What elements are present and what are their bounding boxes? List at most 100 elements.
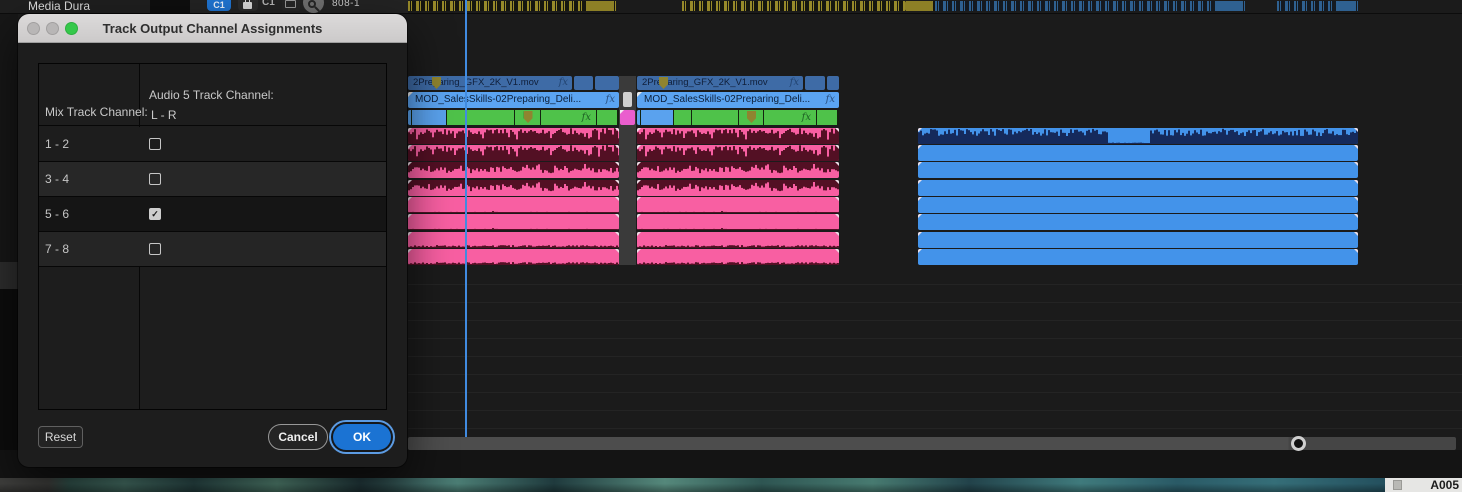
clip-segment bbox=[597, 110, 617, 125]
minimize-button[interactable] bbox=[46, 22, 59, 35]
video-clip-v1-group[interactable]: fx bbox=[637, 110, 839, 125]
audio-clip-pink[interactable] bbox=[637, 145, 839, 161]
media-duration-column-header[interactable]: Media Dura bbox=[28, 0, 91, 13]
track-output-dialog: Track Output Channel Assignments Mix Tra… bbox=[18, 14, 407, 467]
cancel-button[interactable]: Cancel bbox=[268, 424, 328, 450]
audio-clip-blue[interactable] bbox=[918, 214, 1358, 230]
playhead[interactable] bbox=[465, 0, 467, 437]
zoom-button[interactable] bbox=[65, 22, 78, 35]
audio-clip-blue[interactable] bbox=[918, 128, 1358, 144]
audio-clip-pink[interactable] bbox=[637, 197, 839, 213]
audio-waveform bbox=[637, 232, 839, 248]
fx-badge: fx bbox=[789, 77, 799, 88]
mini-clip[interactable] bbox=[623, 92, 632, 107]
clip-fold-corner bbox=[637, 92, 642, 97]
video-clip-v1-group[interactable]: fx bbox=[408, 110, 619, 125]
clip-fold-corner bbox=[408, 92, 413, 97]
channel-row-1-2[interactable]: 1 - 2 ✓ bbox=[39, 127, 386, 162]
audio-clip-blue[interactable] bbox=[918, 249, 1358, 265]
channel-row-7-8[interactable]: 7 - 8 ✓ bbox=[39, 232, 386, 267]
video-clip-v3[interactable]: 2Preparing_GFX_2K_V1.mov fx bbox=[637, 76, 803, 90]
clip-segment bbox=[637, 110, 640, 125]
video-clip-segment[interactable] bbox=[574, 76, 593, 90]
video-clip-segment[interactable] bbox=[805, 76, 825, 90]
clip-marker-icon bbox=[659, 77, 668, 89]
audio-clip-pink[interactable] bbox=[408, 180, 619, 196]
mini-clip-magenta[interactable] bbox=[620, 110, 635, 125]
audio-clip-pink[interactable] bbox=[408, 197, 619, 213]
lock-icon[interactable] bbox=[238, 0, 258, 11]
fx-badge: fx bbox=[558, 77, 568, 88]
video-clip-v3[interactable]: 2Preparing_GFX_2K_V1.mov fx bbox=[408, 76, 572, 90]
audio-clip-blue[interactable] bbox=[918, 145, 1358, 161]
ok-button[interactable]: OK bbox=[333, 424, 391, 450]
audio-clip-blue[interactable] bbox=[918, 197, 1358, 213]
fx-badge: fx bbox=[825, 94, 835, 105]
audio-clip-pink[interactable] bbox=[408, 145, 619, 161]
audio-clip-blue[interactable] bbox=[918, 180, 1358, 196]
channel-checkbox[interactable]: ✓ bbox=[149, 243, 161, 255]
channel-badge-active[interactable]: C1 bbox=[207, 0, 231, 11]
video-clip-v2[interactable]: MOD_SalesSkills-02Preparing_Deli... fx bbox=[637, 92, 839, 108]
film-strip-thumbnail bbox=[0, 478, 1385, 492]
audio-waveform bbox=[637, 145, 839, 161]
audio-clip-blue[interactable] bbox=[918, 232, 1358, 248]
audio-clip-pink[interactable] bbox=[408, 162, 619, 178]
audio-clip-pink[interactable] bbox=[637, 128, 839, 144]
audio-clip-pink[interactable] bbox=[637, 180, 839, 196]
track-channel-lr-label: L - R bbox=[151, 108, 177, 122]
fx-badge: fx bbox=[605, 94, 615, 105]
close-button[interactable] bbox=[27, 22, 40, 35]
audio-waveform bbox=[637, 249, 839, 265]
video-clip-segment[interactable] bbox=[595, 76, 619, 90]
audio-waveform bbox=[637, 214, 839, 230]
mix-track-channel-header: Mix Track Channel: bbox=[45, 105, 148, 119]
audio-clip-pink[interactable] bbox=[637, 249, 839, 265]
audio-waveform bbox=[637, 162, 839, 178]
dialog-title: Track Output Channel Assignments bbox=[102, 21, 323, 36]
channel-checkbox[interactable]: ✓ bbox=[149, 208, 161, 220]
collapsed-track-clip[interactable] bbox=[935, 1, 1245, 11]
channel-checkbox[interactable]: ✓ bbox=[149, 138, 161, 150]
clip-segment: fx bbox=[541, 110, 596, 125]
clip-name: MOD_SalesSkills-02Preparing_Deli... bbox=[644, 94, 811, 105]
horizontal-scrollbar[interactable] bbox=[408, 437, 1456, 450]
timeline-toolbar: C1 C1 808-1 bbox=[190, 0, 408, 13]
scrollbar-handle[interactable] bbox=[1291, 436, 1306, 451]
video-clip-segment[interactable] bbox=[827, 76, 839, 90]
audio-clip-pink[interactable] bbox=[637, 162, 839, 178]
channel-row-label: 3 - 4 bbox=[45, 172, 70, 186]
collapsed-track-clip[interactable] bbox=[1277, 1, 1358, 11]
channel-row-3-4[interactable]: 3 - 4 ✓ bbox=[39, 162, 386, 197]
dialog-titlebar[interactable]: Track Output Channel Assignments bbox=[18, 14, 407, 43]
audio-waveform bbox=[637, 128, 839, 144]
track-header-block bbox=[0, 262, 18, 289]
channel-badge[interactable]: C1 bbox=[262, 0, 275, 8]
fx-badge: fx bbox=[581, 112, 591, 123]
audio-clip-pink[interactable] bbox=[408, 214, 619, 230]
reel-label: A005 bbox=[1430, 478, 1459, 492]
panel-divider bbox=[150, 0, 190, 13]
audio-clip-pink[interactable] bbox=[408, 128, 619, 144]
collapsed-track-clip[interactable] bbox=[682, 1, 935, 11]
video-clip-v2[interactable]: MOD_SalesSkills-02Preparing_Deli... fx bbox=[408, 92, 619, 108]
channel-row-label: 1 - 2 bbox=[45, 137, 70, 151]
audio-clip-pink[interactable] bbox=[637, 214, 839, 230]
magnifier-icon[interactable] bbox=[303, 0, 324, 13]
panel-icon[interactable] bbox=[282, 0, 300, 11]
audio-waveform bbox=[408, 214, 619, 230]
reset-button[interactable]: Reset bbox=[38, 426, 83, 448]
audio-clip-pink[interactable] bbox=[408, 232, 619, 248]
audio-clip-blue[interactable] bbox=[918, 162, 1358, 178]
clip-marker-icon bbox=[747, 111, 756, 123]
channel-row-5-6[interactable]: 5 - 6 ✓ bbox=[39, 197, 386, 232]
clip-segment bbox=[641, 110, 673, 125]
audio-clip-pink[interactable] bbox=[408, 249, 619, 265]
collapsed-track-clip[interactable] bbox=[408, 1, 616, 11]
audio-clip-pink[interactable] bbox=[637, 232, 839, 248]
clip-segment: fx bbox=[764, 110, 816, 125]
clip-segment bbox=[412, 110, 446, 125]
channel-checkbox[interactable]: ✓ bbox=[149, 173, 161, 185]
clip-marker-icon bbox=[432, 77, 441, 89]
empty-track-lanes bbox=[408, 267, 1462, 436]
